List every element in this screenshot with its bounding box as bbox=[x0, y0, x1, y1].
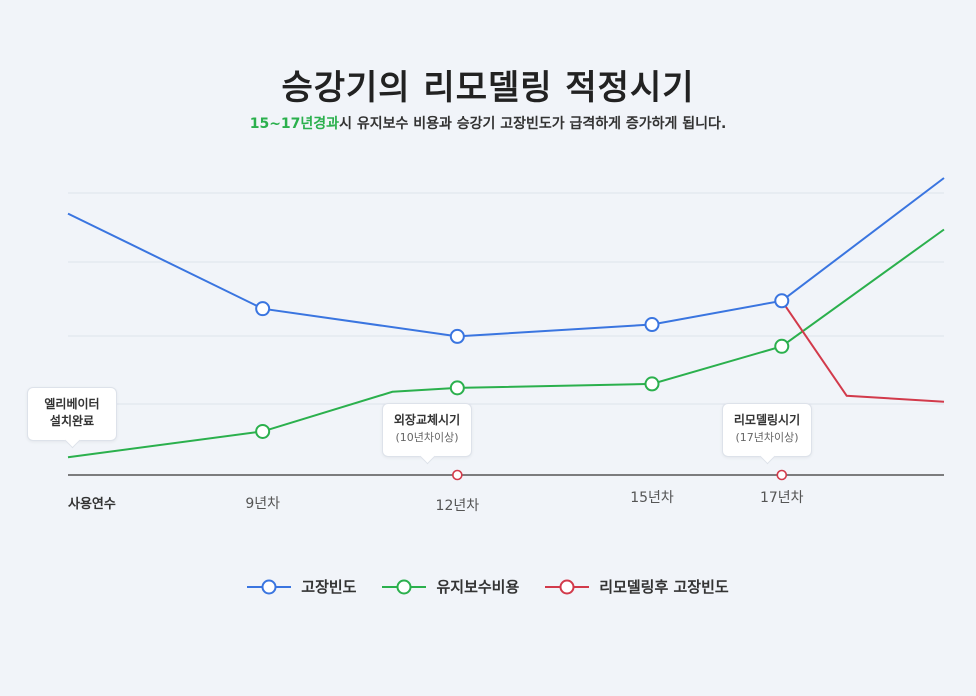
series-0-point-3 bbox=[644, 317, 660, 333]
callout-exterior-title: 외장교체시기 bbox=[393, 413, 461, 427]
callout-exterior-replacement: 외장교체시기 (10년차이상) bbox=[382, 403, 472, 457]
series-0-point-4 bbox=[774, 293, 790, 309]
callout-installation-line1: 엘리베이터 bbox=[44, 397, 100, 411]
series-1-point-1 bbox=[255, 423, 271, 439]
series-0-point-1 bbox=[255, 301, 271, 317]
series-0-point-2 bbox=[449, 328, 465, 344]
x-tick-label-2: 15년차 bbox=[630, 490, 674, 506]
x-tick-label-3: 17년차 bbox=[760, 490, 804, 506]
subtitle-text: 시 유지보수 비용과 승강기 고장빈도가 급격하게 증가하게 됩니다. bbox=[339, 116, 727, 132]
legend: 고장빈도 유지보수비용 리모델링후 고장빈도 bbox=[0, 576, 976, 597]
series-1-point-3 bbox=[449, 380, 465, 396]
x-axis-title: 사용연수 bbox=[68, 496, 116, 512]
x-tick-label-0: 9년차 bbox=[245, 496, 280, 512]
callout-remodeling-title: 리모델링시기 bbox=[733, 413, 801, 427]
legend-item-failure-frequency: 고장빈도 bbox=[247, 576, 356, 597]
callout-installation-line2: 설치완료 bbox=[49, 414, 95, 428]
series-line-1 bbox=[67, 228, 945, 459]
legend-line-red-icon bbox=[545, 579, 590, 594]
callout-installation: 엘리베이터 설치완료 bbox=[27, 387, 117, 441]
series-line-2 bbox=[780, 300, 945, 403]
callout-exterior-sub: (10년차이상) bbox=[395, 431, 459, 444]
callout-remodeling: 리모델링시기 (17년차이상) bbox=[722, 403, 812, 457]
series-1-point-5 bbox=[774, 338, 790, 354]
legend-line-green-icon bbox=[382, 579, 427, 594]
subtitle-highlight: 15~17년경과 bbox=[249, 116, 340, 132]
axis-marker-0 bbox=[452, 469, 463, 481]
series-1-point-4 bbox=[644, 376, 660, 392]
page-title: 승강기의 리모델링 적정시기 bbox=[281, 68, 695, 108]
legend-line-blue-icon bbox=[247, 579, 292, 594]
page-subtitle: 15~17년경과시 유지보수 비용과 승강기 고장빈도가 급격하게 증가하게 됩… bbox=[0, 113, 976, 133]
legend-label-post-remodel-failure: 리모델링후 고장빈도 bbox=[599, 578, 729, 596]
axis-marker-1 bbox=[776, 469, 788, 481]
x-tick-label-1: 12년차 bbox=[436, 498, 480, 514]
legend-item-maintenance-cost: 유지보수비용 bbox=[382, 576, 519, 597]
callout-remodeling-sub: (17년차이상) bbox=[735, 431, 799, 444]
legend-item-post-remodel-failure: 리모델링후 고장빈도 bbox=[545, 576, 729, 597]
line-chart: 사용연수 9년차 12년차 15년차 17년차 bbox=[67, 177, 945, 514]
legend-label-maintenance-cost: 유지보수비용 bbox=[436, 578, 520, 596]
legend-label-failure-frequency: 고장빈도 bbox=[301, 578, 357, 596]
series-line-0 bbox=[67, 177, 945, 338]
